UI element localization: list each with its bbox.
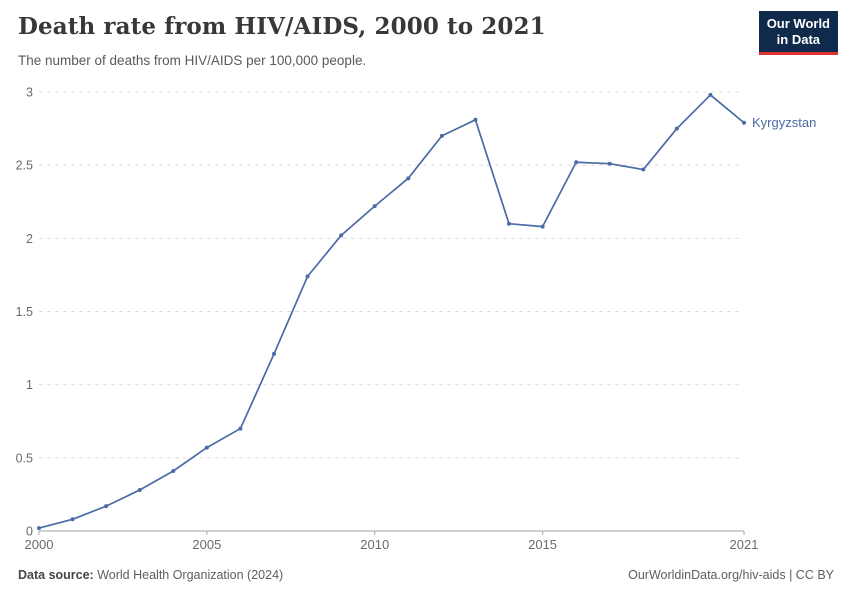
data-point[interactable] [372, 204, 377, 209]
data-point[interactable] [507, 221, 511, 226]
owid-logo-line1: Our World [766, 16, 830, 31]
y-tick-label: 1.5 [16, 305, 33, 319]
data-point[interactable] [708, 92, 713, 97]
data-point[interactable] [339, 233, 344, 238]
data-source: Data source: World Health Organization (… [18, 568, 283, 582]
data-point[interactable] [674, 126, 679, 131]
data-point[interactable] [473, 117, 478, 122]
x-tick-label: 2000 [25, 537, 54, 552]
data-source-label: Data source: [18, 568, 94, 582]
data-point[interactable] [574, 160, 579, 165]
data-point[interactable] [37, 526, 41, 531]
owid-logo[interactable]: Our World in Data [758, 11, 838, 55]
x-tick-label: 2010 [360, 537, 389, 552]
data-point[interactable] [238, 426, 243, 431]
data-point[interactable] [607, 161, 612, 166]
owid-logo-line2: in Data [776, 32, 821, 47]
y-tick-label: 2.5 [16, 159, 33, 173]
chart-footer: Data source: World Health Organization (… [18, 568, 834, 582]
x-tick-label: 2005 [192, 537, 221, 552]
data-point[interactable] [439, 133, 444, 138]
footer-link[interactable]: OurWorldinData.org/hiv-aids | CC BY [628, 568, 834, 582]
data-point[interactable] [641, 167, 646, 172]
y-tick-label: 3 [26, 86, 33, 100]
series-label[interactable]: Kyrgyzstan [752, 115, 816, 130]
data-source-value: World Health Organization (2024) [97, 568, 284, 582]
chart-subtitle: The number of deaths from HIV/AIDS per 1… [18, 53, 367, 68]
data-point[interactable] [137, 488, 142, 493]
y-tick-label: 0.5 [16, 451, 33, 465]
data-point[interactable] [272, 351, 276, 356]
x-tick-label: 2021 [730, 537, 759, 552]
data-point[interactable] [305, 274, 310, 279]
data-point[interactable] [406, 176, 411, 181]
y-tick-label: 1 [26, 378, 33, 392]
y-tick-label: 2 [26, 232, 33, 246]
data-point[interactable] [104, 504, 109, 509]
x-tick-label: 2015 [528, 537, 557, 552]
chart-title: Death rate from HIV/AIDS, 2000 to 2021 [18, 13, 546, 40]
data-point[interactable] [70, 517, 75, 522]
data-point[interactable] [742, 120, 746, 125]
data-point[interactable] [204, 445, 209, 450]
data-point[interactable] [171, 469, 176, 474]
series-line[interactable] [38, 94, 745, 529]
data-point[interactable] [540, 224, 545, 229]
y-tick-label: 0 [26, 525, 33, 539]
